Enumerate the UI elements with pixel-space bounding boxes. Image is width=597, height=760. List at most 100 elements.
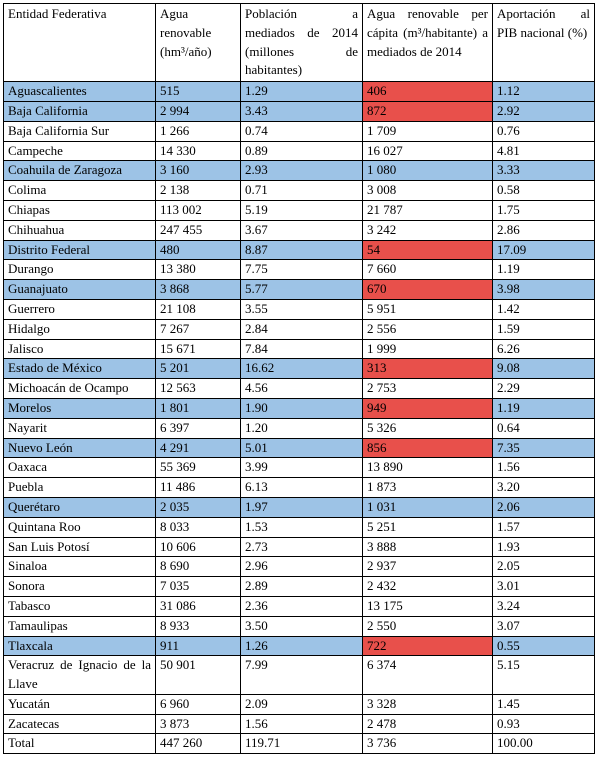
table-cell: 3 160 <box>155 160 241 182</box>
table-row: Tlaxcala 911 1.26 722 0.55 <box>3 635 595 657</box>
table-cell: Sinaloa <box>3 556 156 578</box>
table-cell: 1.57 <box>492 516 595 538</box>
table-cell: 6.13 <box>240 477 363 498</box>
table-cell: Campeche <box>3 140 156 162</box>
table-cell: 6 397 <box>155 417 241 439</box>
table-cell: 406 <box>362 81 493 102</box>
table-row: Sinaloa 8 690 2.96 2 937 2.05 <box>3 556 595 578</box>
table-cell: 113 002 <box>155 199 241 221</box>
table-cell: 3.67 <box>240 219 363 241</box>
table-cell: 1.29 <box>240 81 363 102</box>
table-cell: 8 933 <box>155 615 241 637</box>
table-cell: 2.29 <box>492 378 595 399</box>
table-row: Puebla 11 486 6.13 1 873 3.20 <box>3 477 595 498</box>
table-cell: 2.36 <box>240 595 363 617</box>
table-row: Baja California 2 994 3.43 872 2.92 <box>3 100 595 122</box>
table-row: Querétaro 2 035 1.97 1 031 2.06 <box>3 496 595 518</box>
table-cell: 5.77 <box>240 279 363 300</box>
table-cell: 1.75 <box>492 199 595 221</box>
table-cell: 1.26 <box>240 635 363 657</box>
table-cell: 0.74 <box>240 120 363 142</box>
table-cell: 15 671 <box>155 338 241 360</box>
table-cell: 8.87 <box>240 239 363 261</box>
table-row: Distrito Federal 480 8.87 54 17.09 <box>3 239 595 261</box>
table-body: Aguascalientes 515 1.29 406 1.12 Baja Califor… <box>3 81 595 755</box>
table-cell: 1.20 <box>240 417 363 439</box>
table-cell: 3 888 <box>362 536 493 558</box>
table-cell: Chihuahua <box>3 219 156 241</box>
table-cell: 3.01 <box>492 576 595 597</box>
table-cell: 3 736 <box>362 733 493 755</box>
table-cell: 5 201 <box>155 358 241 380</box>
table-cell: Total <box>3 733 156 755</box>
table-cell: 1 709 <box>362 120 493 142</box>
table-row: Michoacán de Ocampo 12 563 4.56 2 753 2.29 <box>3 378 595 399</box>
table-cell: 11 486 <box>155 477 241 498</box>
table-row: Tamaulipas 8 933 3.50 2 550 3.07 <box>3 615 595 637</box>
column-header: Agua renovable (hm³/año) <box>155 2 241 83</box>
table-cell: 4.81 <box>492 140 595 162</box>
table-cell: 5 951 <box>362 298 493 320</box>
table-cell: 12 563 <box>155 378 241 399</box>
table-row: Yucatán 6 960 2.09 3 328 1.45 <box>3 693 595 715</box>
table-cell: 447 260 <box>155 733 241 755</box>
table-cell: 2 035 <box>155 496 241 518</box>
table-cell: 54 <box>362 239 493 261</box>
table-cell: 16.62 <box>240 358 363 380</box>
table-row: Oaxaca 55 369 3.99 13 890 1.56 <box>3 457 595 479</box>
table-cell: 1.42 <box>492 298 595 320</box>
table-cell: 1 031 <box>362 496 493 518</box>
table-cell: Tabasco <box>3 595 156 617</box>
table-cell: 7 660 <box>362 259 493 281</box>
table-cell: 5 326 <box>362 417 493 439</box>
table-cell: 16 027 <box>362 140 493 162</box>
table-cell: 7 267 <box>155 318 241 340</box>
table-cell: 872 <box>362 100 493 122</box>
table-cell: Querétaro <box>3 496 156 518</box>
table-cell: 3 008 <box>362 180 493 201</box>
table-cell: 3.24 <box>492 595 595 617</box>
table-cell: San Luis Potosí <box>3 536 156 558</box>
table-cell: 0.93 <box>492 713 595 735</box>
table-cell: 2.09 <box>240 693 363 715</box>
table-cell: Michoacán de Ocampo <box>3 378 156 399</box>
table-cell: 3.43 <box>240 100 363 122</box>
table-cell: 2.05 <box>492 556 595 578</box>
table-cell: 31 086 <box>155 595 241 617</box>
table-row: Sonora 7 035 2.89 2 432 3.01 <box>3 576 595 597</box>
table-cell: 2 550 <box>362 615 493 637</box>
table-cell: 1 266 <box>155 120 241 142</box>
table-cell: 1 080 <box>362 160 493 182</box>
table-cell: Baja California Sur <box>3 120 156 142</box>
table-cell: 1.97 <box>240 496 363 518</box>
table-row: Baja California Sur 1 266 0.74 1 709 0.76 <box>3 120 595 142</box>
table-header: Entidad Federativa Agua renovable (hm³/añ… <box>3 2 595 83</box>
table-cell: Distrito Federal <box>3 239 156 261</box>
table-cell: Jalisco <box>3 338 156 360</box>
table-row: Morelos 1 801 1.90 949 1.19 <box>3 397 595 419</box>
table-cell: Guerrero <box>3 298 156 320</box>
table-cell: 1 873 <box>362 477 493 498</box>
table-row: Durango 13 380 7.75 7 660 1.19 <box>3 259 595 281</box>
table-cell: 6.26 <box>492 338 595 360</box>
table-cell: 2.73 <box>240 536 363 558</box>
column-header: Agua renovable per cápita (m³/habitante)… <box>362 2 493 83</box>
header-row: Entidad Federativa Agua renovable (hm³/añ… <box>3 2 595 83</box>
table-cell: 6 960 <box>155 693 241 715</box>
table-cell: 1.56 <box>240 713 363 735</box>
table-row: San Luis Potosí 10 606 2.73 3 888 1.93 <box>3 536 595 558</box>
table-cell: 2.86 <box>492 219 595 241</box>
table-cell: 7 035 <box>155 576 241 597</box>
table-cell: 247 455 <box>155 219 241 241</box>
table-cell: 5.01 <box>240 437 363 459</box>
table-cell: Zacatecas <box>3 713 156 735</box>
table-cell: 55 369 <box>155 457 241 479</box>
table-cell: Coahuila de Zaragoza <box>3 160 156 182</box>
table-cell: 0.71 <box>240 180 363 201</box>
table-row: Campeche 14 330 0.89 16 027 4.81 <box>3 140 595 162</box>
table-cell: 2 432 <box>362 576 493 597</box>
table-row: Coahuila de Zaragoza 3 160 2.93 1 080 3.33 <box>3 160 595 182</box>
table-cell: Baja California <box>3 100 156 122</box>
table-cell: 1.19 <box>492 397 595 419</box>
